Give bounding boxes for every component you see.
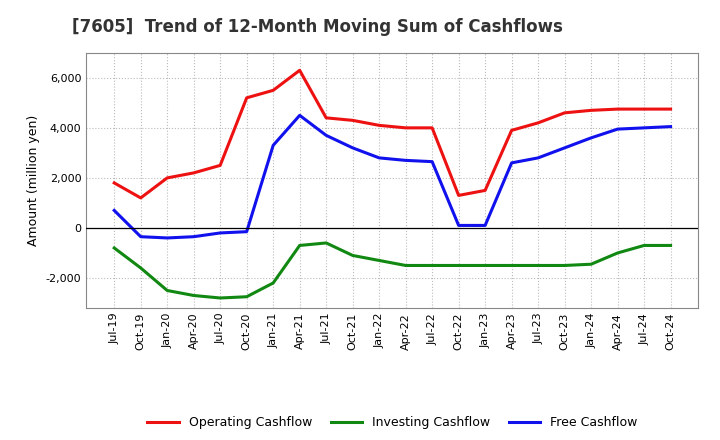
Operating Cashflow bbox=[640, 106, 649, 112]
Operating Cashflow bbox=[189, 170, 198, 176]
Free Cashflow bbox=[613, 126, 622, 132]
Operating Cashflow bbox=[666, 106, 675, 112]
Investing Cashflow bbox=[295, 243, 304, 248]
Operating Cashflow bbox=[110, 180, 119, 186]
Investing Cashflow bbox=[110, 246, 119, 251]
Investing Cashflow bbox=[243, 294, 251, 299]
Free Cashflow bbox=[216, 230, 225, 235]
Operating Cashflow bbox=[587, 108, 595, 113]
Investing Cashflow bbox=[216, 295, 225, 301]
Investing Cashflow bbox=[587, 261, 595, 267]
Free Cashflow bbox=[110, 208, 119, 213]
Text: [7605]  Trend of 12-Month Moving Sum of Cashflows: [7605] Trend of 12-Month Moving Sum of C… bbox=[72, 18, 563, 36]
Free Cashflow bbox=[560, 145, 569, 150]
Free Cashflow bbox=[322, 133, 330, 138]
Investing Cashflow bbox=[534, 263, 542, 268]
Operating Cashflow bbox=[269, 88, 277, 93]
Investing Cashflow bbox=[454, 263, 463, 268]
Y-axis label: Amount (million yen): Amount (million yen) bbox=[27, 115, 40, 246]
Operating Cashflow bbox=[295, 68, 304, 73]
Operating Cashflow bbox=[534, 120, 542, 125]
Free Cashflow bbox=[269, 143, 277, 148]
Investing Cashflow bbox=[640, 243, 649, 248]
Operating Cashflow bbox=[375, 123, 384, 128]
Free Cashflow bbox=[375, 155, 384, 161]
Operating Cashflow bbox=[613, 106, 622, 112]
Free Cashflow bbox=[481, 223, 490, 228]
Free Cashflow bbox=[348, 145, 357, 150]
Investing Cashflow bbox=[163, 288, 171, 293]
Free Cashflow bbox=[401, 158, 410, 163]
Operating Cashflow bbox=[560, 110, 569, 115]
Investing Cashflow bbox=[560, 263, 569, 268]
Operating Cashflow bbox=[348, 118, 357, 123]
Free Cashflow bbox=[243, 229, 251, 235]
Investing Cashflow bbox=[613, 250, 622, 256]
Investing Cashflow bbox=[269, 280, 277, 286]
Operating Cashflow bbox=[508, 128, 516, 133]
Free Cashflow bbox=[136, 234, 145, 239]
Investing Cashflow bbox=[136, 265, 145, 271]
Investing Cashflow bbox=[189, 293, 198, 298]
Investing Cashflow bbox=[666, 243, 675, 248]
Free Cashflow bbox=[587, 135, 595, 140]
Operating Cashflow bbox=[481, 188, 490, 193]
Free Cashflow bbox=[454, 223, 463, 228]
Free Cashflow bbox=[666, 124, 675, 129]
Operating Cashflow bbox=[163, 175, 171, 180]
Investing Cashflow bbox=[481, 263, 490, 268]
Operating Cashflow bbox=[401, 125, 410, 131]
Investing Cashflow bbox=[428, 263, 436, 268]
Free Cashflow bbox=[508, 160, 516, 165]
Line: Operating Cashflow: Operating Cashflow bbox=[114, 70, 670, 198]
Operating Cashflow bbox=[428, 125, 436, 131]
Free Cashflow bbox=[163, 235, 171, 241]
Free Cashflow bbox=[534, 155, 542, 161]
Investing Cashflow bbox=[401, 263, 410, 268]
Operating Cashflow bbox=[322, 115, 330, 121]
Free Cashflow bbox=[189, 234, 198, 239]
Legend: Operating Cashflow, Investing Cashflow, Free Cashflow: Operating Cashflow, Investing Cashflow, … bbox=[143, 411, 642, 434]
Operating Cashflow bbox=[454, 193, 463, 198]
Investing Cashflow bbox=[322, 240, 330, 246]
Operating Cashflow bbox=[216, 163, 225, 168]
Investing Cashflow bbox=[348, 253, 357, 258]
Line: Investing Cashflow: Investing Cashflow bbox=[114, 243, 670, 298]
Operating Cashflow bbox=[136, 195, 145, 201]
Investing Cashflow bbox=[375, 258, 384, 263]
Investing Cashflow bbox=[508, 263, 516, 268]
Free Cashflow bbox=[295, 113, 304, 118]
Free Cashflow bbox=[640, 125, 649, 131]
Operating Cashflow bbox=[243, 95, 251, 100]
Free Cashflow bbox=[428, 159, 436, 164]
Line: Free Cashflow: Free Cashflow bbox=[114, 115, 670, 238]
